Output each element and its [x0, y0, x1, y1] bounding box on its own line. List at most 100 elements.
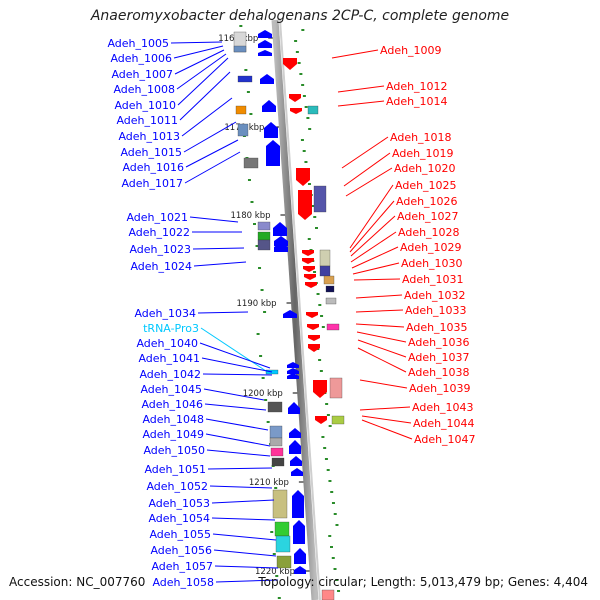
leader-line — [352, 262, 400, 275]
reverse-gene-arrow — [298, 190, 312, 220]
scale-dot — [259, 355, 263, 357]
gene-label-right: Adeh_1033 — [405, 304, 467, 317]
gene-label-left: Adeh_1021 — [126, 211, 188, 224]
gene-block — [319, 265, 331, 277]
scale-dot — [331, 502, 335, 504]
gene-label-right: Adeh_1035 — [406, 321, 468, 334]
leader-line — [356, 331, 407, 343]
gene-label-left: Adeh_1041 — [138, 352, 200, 365]
leader-line — [205, 418, 269, 431]
scale-dot — [318, 359, 322, 361]
leader-line — [355, 309, 404, 313]
genome-summary-text: Topology: circular; Length: 5,013,479 bp… — [258, 575, 588, 589]
gene-label-right: Adeh_1032 — [404, 289, 466, 302]
reverse-gene-arrow — [289, 94, 301, 102]
leader-line — [181, 97, 233, 137]
forward-gene-arrow — [288, 402, 300, 414]
leader-line — [176, 53, 227, 90]
scale-dot — [318, 304, 322, 306]
gene-label-right: Adeh_1025 — [395, 179, 457, 192]
gene-block — [276, 555, 292, 569]
leader-line — [206, 449, 271, 457]
reverse-gene-arrow — [296, 168, 310, 186]
gene-block — [275, 535, 291, 553]
forward-gene-arrow — [258, 40, 272, 48]
forward-gene-arrow — [274, 242, 288, 252]
scale-dot — [260, 289, 264, 291]
gene-block — [321, 589, 335, 600]
scale-dot — [335, 524, 339, 526]
gene-label-left: Adeh_1024 — [130, 260, 192, 273]
gene-label-left: Adeh_1054 — [148, 512, 210, 525]
leader-line — [359, 379, 408, 389]
scale-dot — [325, 403, 329, 405]
forward-gene-arrow — [266, 140, 280, 166]
gene-label-right: Adeh_1036 — [408, 336, 470, 349]
gene-label-left: Adeh_1049 — [142, 428, 204, 441]
leader-line — [337, 85, 385, 93]
accession-text: Accession: NC_007760 — [9, 575, 146, 589]
leader-line — [183, 121, 237, 153]
forward-gene-arrow — [293, 520, 305, 544]
tick-label: 1180 kbp — [230, 211, 270, 221]
scale-dot — [313, 216, 317, 218]
gene-block — [267, 401, 283, 413]
scale-dot — [333, 568, 337, 570]
scale-dot — [250, 201, 254, 203]
leader-line — [201, 357, 273, 373]
scale-dot — [307, 238, 311, 240]
scale-dot — [247, 179, 251, 181]
gene-label-left: Adeh_1015 — [120, 146, 182, 159]
gene-label-left: Adeh_1046 — [141, 398, 203, 411]
gene-label-left: Adeh_1005 — [107, 37, 169, 50]
gene-block — [326, 323, 340, 331]
reverse-gene-arrow — [315, 416, 327, 424]
scale-dot — [264, 399, 268, 401]
gene-block — [272, 489, 288, 519]
leader-line — [170, 41, 223, 44]
gene-block — [243, 157, 259, 169]
scale-dot — [315, 227, 318, 229]
leader-line — [350, 231, 397, 263]
gene-label-left: Adeh_1007 — [111, 68, 173, 81]
leader-line — [199, 342, 271, 369]
scale-dot — [304, 161, 308, 163]
gene-label-left: Adeh_1022 — [128, 226, 190, 239]
scale-dot — [331, 557, 335, 559]
scale-dot — [270, 531, 274, 533]
reverse-gene-arrow — [304, 274, 316, 280]
scale-dot — [316, 293, 320, 295]
scale-dot — [301, 84, 305, 86]
forward-gene-arrow — [274, 236, 288, 246]
gene-label-right: Adeh_1043 — [412, 401, 474, 414]
gene-label-left: Adeh_1057 — [151, 560, 213, 573]
reverse-gene-arrow — [313, 380, 327, 398]
genome-backbone-edge — [279, 19, 321, 600]
genome-backbone — [271, 19, 319, 600]
scale-dot — [295, 51, 299, 53]
leader-line — [203, 388, 265, 401]
forward-gene-arrow — [258, 30, 272, 38]
gene-block — [313, 185, 327, 213]
gene-block — [269, 425, 283, 439]
gene-label-left: Adeh_1010 — [114, 99, 176, 112]
leader-line — [355, 294, 403, 299]
scale-dot — [263, 311, 267, 313]
forward-gene-arrow — [291, 468, 303, 476]
leader-line — [211, 499, 275, 504]
gene-label-right: Adeh_1028 — [398, 226, 460, 239]
gene-block — [271, 457, 285, 467]
leader-line — [177, 57, 229, 106]
forward-gene-arrow — [290, 456, 302, 466]
gene-label-left: Adeh_1017 — [121, 177, 183, 190]
scale-dot — [272, 553, 276, 555]
leader-line — [174, 49, 225, 75]
gene-block — [235, 105, 247, 115]
gene-label-left: Adeh_1006 — [110, 52, 172, 65]
gene-label-right: Adeh_1014 — [386, 95, 448, 108]
tick-label: 1200 kbp — [243, 389, 283, 399]
gene-block — [270, 447, 284, 457]
reverse-gene-arrow — [307, 324, 319, 330]
gene-block — [329, 377, 343, 399]
forward-gene-arrow — [287, 373, 299, 379]
